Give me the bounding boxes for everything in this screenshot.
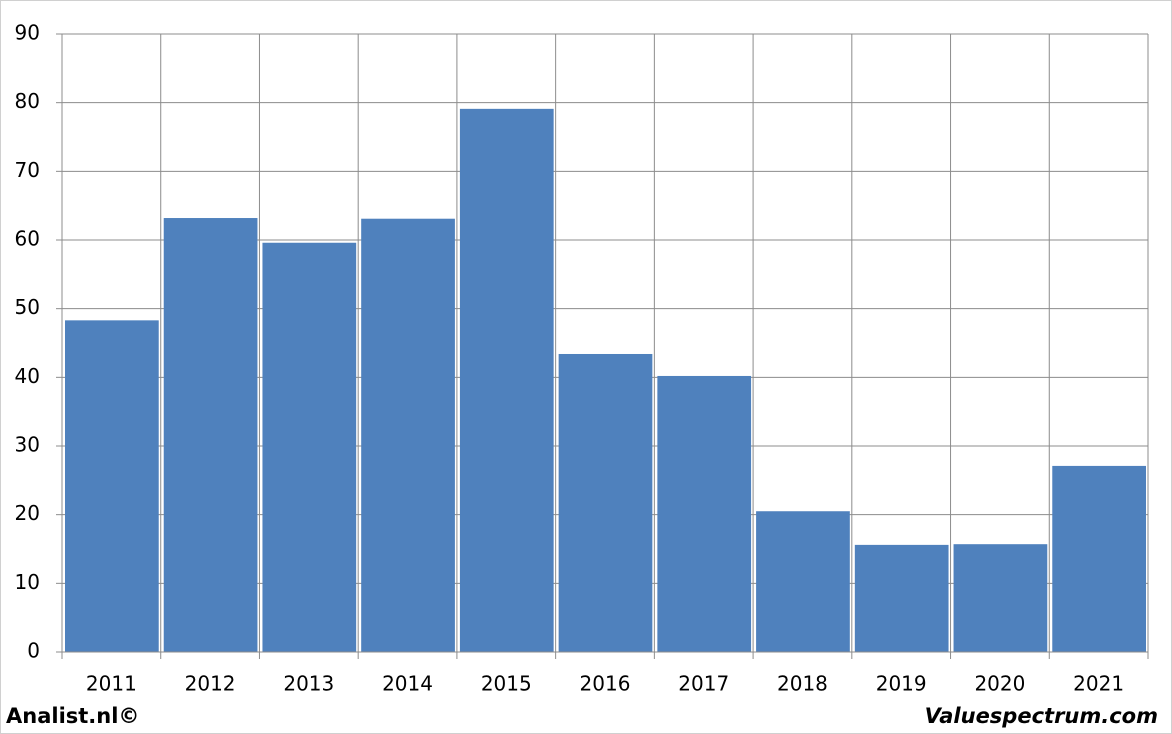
bar: [558, 353, 653, 652]
y-tick-label: 80: [15, 89, 40, 113]
x-tick-label: 2016: [580, 672, 631, 696]
x-tick-label: 2019: [876, 672, 927, 696]
y-tick-label: 20: [15, 501, 40, 525]
x-tick-label: 2021: [1073, 672, 1124, 696]
bar: [459, 108, 554, 652]
bar: [163, 218, 258, 652]
x-tick-label: 2015: [481, 672, 532, 696]
x-tick-label: 2018: [777, 672, 828, 696]
bar: [953, 544, 1048, 652]
x-tick-label: 2017: [678, 672, 729, 696]
y-tick-label: 90: [15, 21, 40, 45]
y-tick-label: 30: [15, 433, 40, 457]
bar: [262, 242, 357, 652]
x-tick-label: 2013: [283, 672, 334, 696]
bar: [65, 320, 159, 652]
credit-left: Analist.nl©: [6, 704, 139, 728]
y-tick-label: 40: [15, 364, 40, 388]
y-tick-label: 0: [27, 639, 40, 663]
x-tick-label: 2011: [86, 672, 137, 696]
bar: [657, 375, 752, 652]
credit-right: Valuespectrum.com: [925, 704, 1158, 728]
bar: [361, 218, 455, 653]
bar: [1052, 465, 1146, 652]
x-tick-label: 2014: [382, 672, 433, 696]
y-tick-label: 50: [15, 295, 40, 319]
y-tick-label: 70: [15, 158, 40, 182]
bar: [756, 511, 850, 652]
bar: [854, 544, 949, 652]
y-tick-label: 10: [15, 570, 40, 594]
x-tick-label: 2020: [974, 672, 1025, 696]
x-tick-label: 2012: [185, 672, 236, 696]
y-tick-label: 60: [15, 227, 40, 251]
